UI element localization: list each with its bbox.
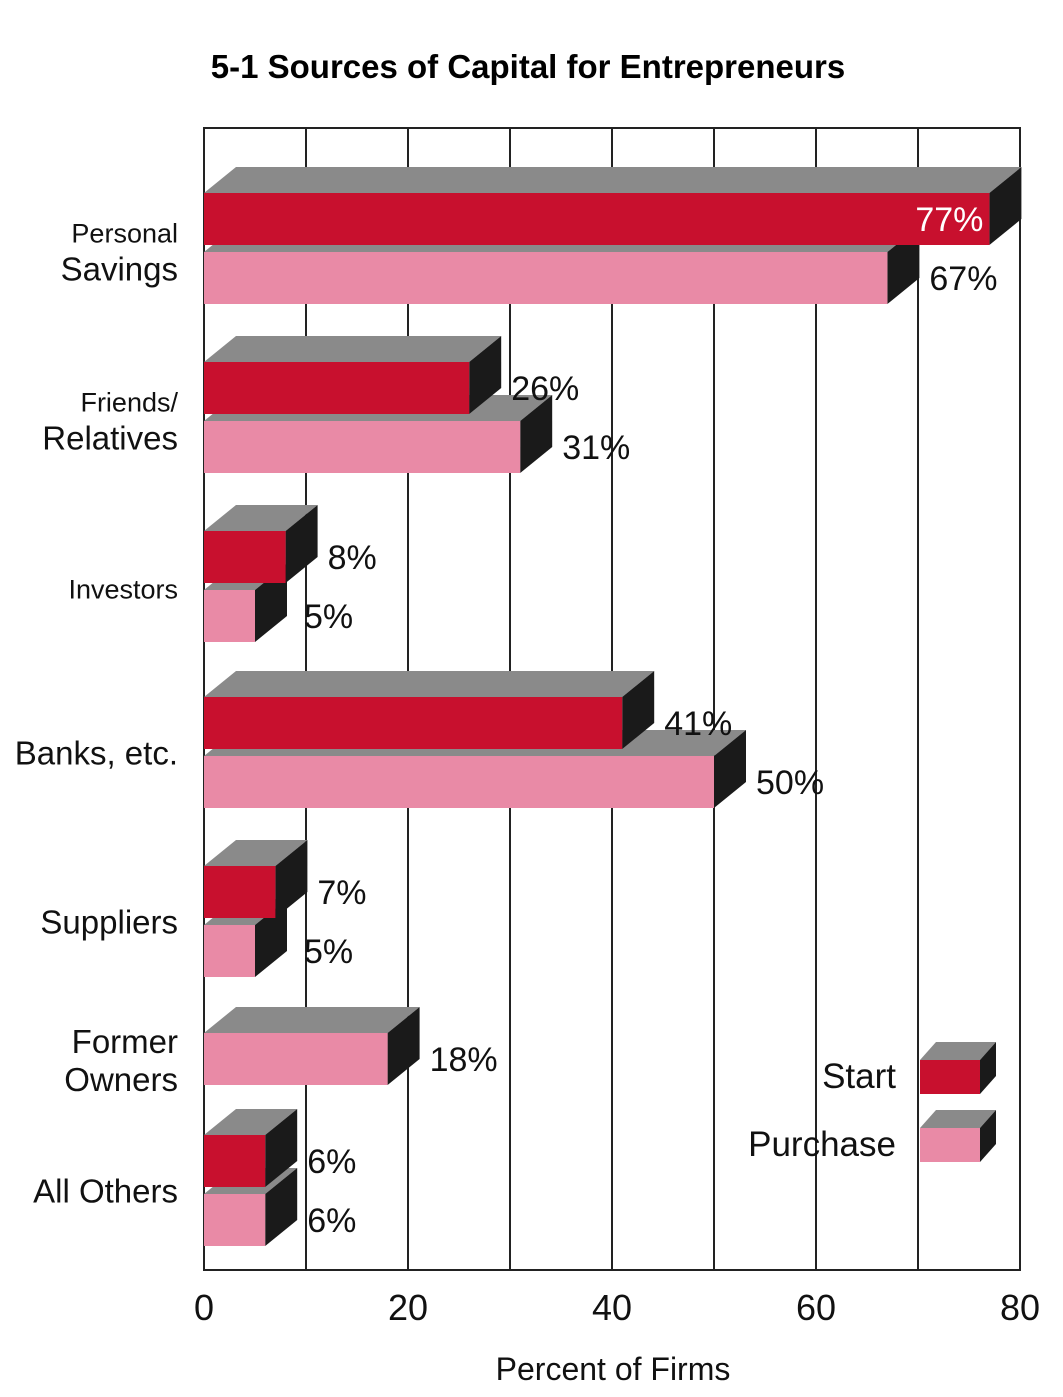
bar-start-0-side [989,167,1022,245]
bar-purchase-4-front [204,925,255,977]
bar-purchase-2-side [255,564,287,642]
bar-start-6 [204,1109,298,1187]
bar-start-0-front [204,193,990,245]
x-tick-label: 40 [592,1287,632,1328]
category-label-line1: Former [72,1023,178,1060]
x-tick-label: 20 [388,1287,428,1328]
data-label-start: 7% [317,874,366,912]
category-label-line2: Owners [64,1061,178,1098]
bar-purchase-5 [204,1007,420,1085]
x-axis-label: Percent of Firms [496,1351,731,1387]
bar-purchase-0-front [204,252,888,304]
category-label-line2: Savings [61,251,178,288]
legend-swatch [920,1060,980,1094]
legend-item-1: Purchase [748,1110,996,1164]
data-label-start: 26% [511,370,579,408]
legend-swatch-side [980,1042,996,1094]
category-label-line1: Personal [71,219,178,249]
bar-start-4-side [275,840,308,918]
data-label-purchase: 6% [307,1202,356,1240]
bar-purchase-5-side [387,1007,420,1085]
bar-start-1-side [469,336,502,414]
bar-start-6-side [265,1109,298,1187]
legend-swatch [920,1128,980,1162]
bar-start-6-front [204,1135,266,1187]
bar-purchase-3-front [204,756,714,808]
category-label-line2: Relatives [42,420,178,457]
category-label: Banks, etc. [15,735,178,772]
data-label-purchase: 5% [304,933,353,971]
bar-purchase-6-side [265,1168,298,1246]
data-label-start: 6% [307,1143,356,1181]
bar-start-2 [204,505,318,583]
bar-start-4 [204,840,308,918]
bar-purchase-1-front [204,421,521,473]
bar-start-3 [204,671,655,749]
bar-purchase-6 [204,1168,298,1246]
bar-purchase-5-top [204,1007,420,1033]
bar-start-2-front [204,531,286,583]
bar-purchase-0-side [887,226,920,304]
category-label: All Others [33,1173,178,1210]
bar-purchase-5-front [204,1033,388,1085]
bar-start-0 [204,167,1022,245]
legend-label: Start [822,1057,896,1096]
legend-item-0: Start [822,1042,996,1096]
category-label: Suppliers [40,904,178,941]
bar-start-1-front [204,362,470,414]
bar-start-3-side [622,671,655,749]
data-label-purchase: 31% [562,429,630,467]
bar-start-3-top [204,671,655,697]
legend: Start Purchase [748,1042,996,1164]
bar-start-2-side [285,505,318,583]
bar-start-3-front [204,697,623,749]
bar-purchase-4-side [255,899,287,977]
x-tick-label: 80 [1000,1287,1040,1328]
bar-start-0-top [204,167,1022,193]
bar-purchase-6-front [204,1194,266,1246]
category-label: Investors [68,575,178,605]
x-axis-ticks: 0 20 40 60 80 [194,1287,1040,1328]
category-label-line1: Friends/ [80,388,178,418]
legend-swatch-side [980,1110,996,1162]
data-label-start: 8% [328,539,377,577]
bar-start-2-top [204,505,318,531]
legend-swatch-top [920,1042,996,1060]
legend-swatch-top [920,1110,996,1128]
data-label-purchase: 50% [756,764,824,802]
legend-label: Purchase [748,1125,896,1164]
bar-start-1-top [204,336,502,362]
data-label-start: 41% [664,705,732,743]
bar-start-1 [204,336,502,414]
bar-start-6-top [204,1109,298,1135]
data-label-purchase: 67% [929,260,997,298]
bar-start-4-front [204,866,276,918]
bar-start-4-top [204,840,308,866]
x-tick-label: 0 [194,1287,214,1328]
data-label-purchase: 18% [430,1041,498,1079]
data-label-start: 77% [915,201,983,239]
bar-purchase-2-front [204,590,255,642]
chart-title: 5-1 Sources of Capital for Entrepreneurs [211,48,846,85]
x-tick-label: 60 [796,1287,836,1328]
bar-purchase-3-side [714,730,746,808]
bars: 77% 67% 26% 31% 8% 5% 41% 50% 7% 5% 18% 6% 6% [204,167,1022,1246]
data-label-purchase: 5% [304,598,353,636]
bar-purchase-1-side [520,395,553,473]
